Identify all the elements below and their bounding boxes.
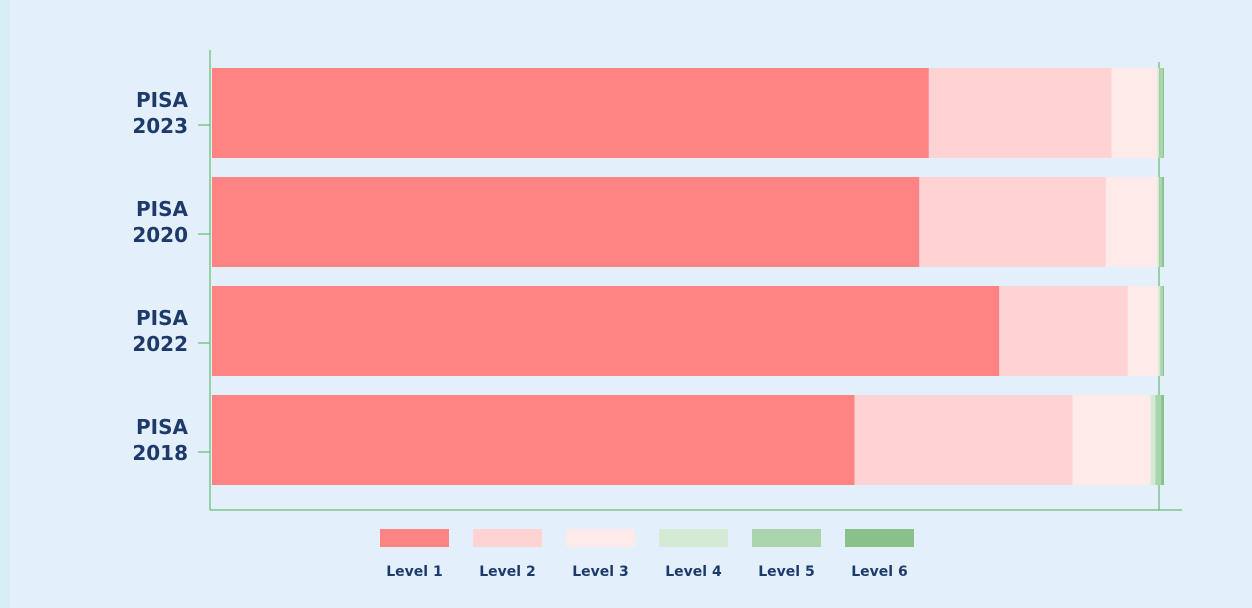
y-tick-label: PISA 2020: [132, 197, 188, 247]
bar-segment: [212, 395, 855, 485]
bar-segment: [928, 68, 1112, 158]
legend-swatch: [566, 529, 635, 547]
bar-segment: [1157, 68, 1160, 158]
side-strip: [0, 0, 10, 608]
bar-segment: [1163, 68, 1164, 158]
bar-segment: [1162, 177, 1164, 267]
legend-label: Level 3: [572, 564, 628, 580]
bar-segment: [1160, 286, 1164, 376]
legend-swatch: [845, 529, 914, 547]
bar-segment: [1163, 286, 1164, 376]
bar-segment: [1150, 395, 1156, 485]
bar-segment: [1159, 177, 1163, 267]
bar-segment: [1105, 177, 1158, 267]
bar-segment: [212, 68, 929, 158]
legend-swatch: [752, 529, 821, 547]
bar-segment: [1161, 395, 1164, 485]
bar-segment: [1111, 68, 1158, 158]
bar-segment: [1158, 286, 1161, 376]
y-tick-label: PISA 2018: [132, 415, 188, 465]
legend-label: Level 6: [851, 564, 907, 580]
y-tick-label: PISA 2023: [132, 88, 188, 138]
legend-label: Level 4: [665, 564, 722, 580]
bar-segment: [1157, 177, 1160, 267]
bar-segment: [212, 286, 1000, 376]
legend-swatch: [659, 529, 728, 547]
y-tick-label: PISA 2022: [132, 306, 188, 356]
bar-segment: [1072, 395, 1151, 485]
bar-segment: [919, 177, 1106, 267]
bar-segment: [1127, 286, 1159, 376]
legend-swatch: [473, 529, 542, 547]
bar-segment: [212, 177, 920, 267]
legend-label: Level 2: [479, 564, 535, 580]
legend-label: Level 5: [758, 564, 814, 580]
bar-segment: [854, 395, 1073, 485]
bar-segment: [999, 286, 1128, 376]
bar-segment: [1155, 395, 1162, 485]
bar-segment: [1159, 68, 1164, 158]
legend-label: Level 1: [386, 564, 442, 580]
legend-swatch: [380, 529, 449, 547]
